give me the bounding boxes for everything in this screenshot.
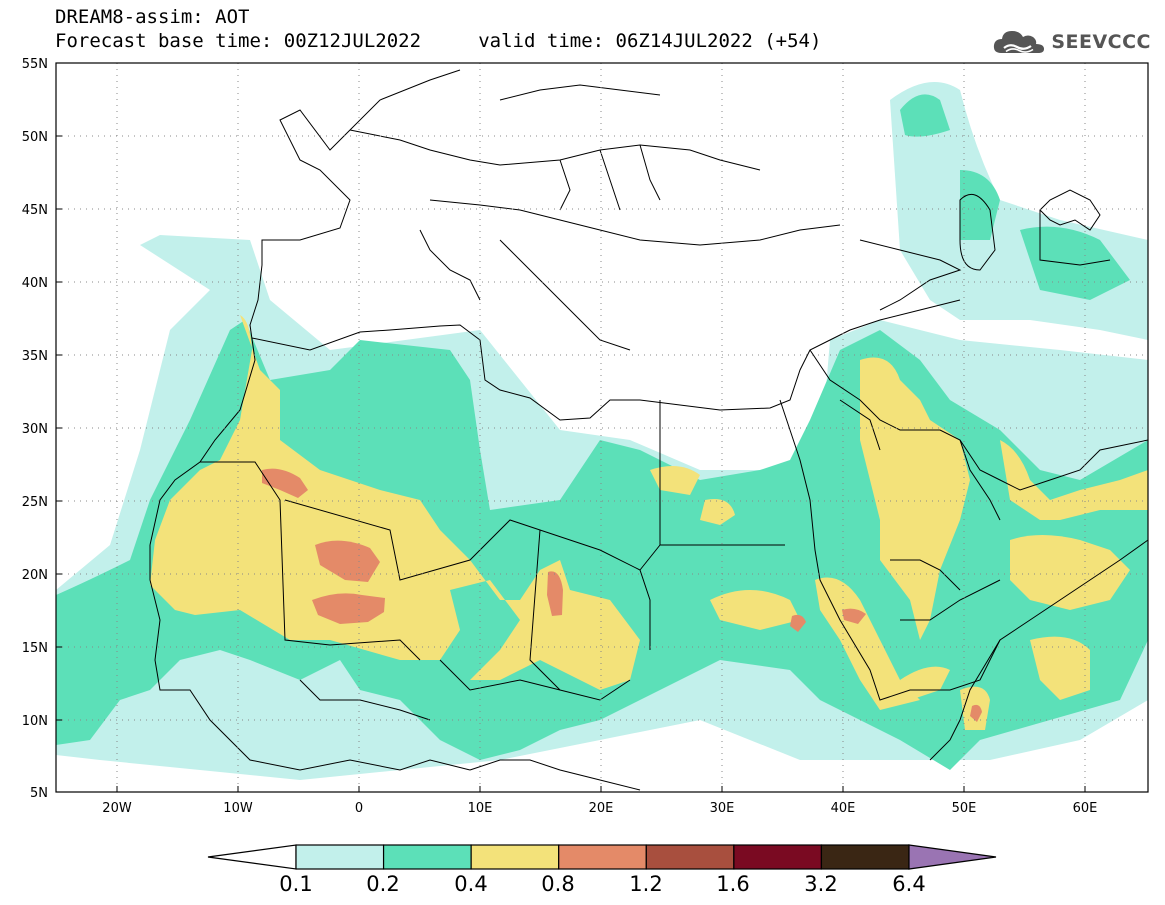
lon-label: 60E — [1073, 801, 1098, 816]
lat-label: 25N — [22, 495, 48, 510]
longitude-labels: 20W 10W 0 10E 20E 30E 40E 50E 60E — [102, 801, 1097, 816]
aot-level-0-4 — [150, 315, 1148, 730]
colorbar-box — [470, 844, 560, 870]
lon-label: 20W — [102, 801, 132, 816]
colorbar-box — [733, 844, 823, 870]
lat-label: 50N — [22, 130, 48, 145]
colorbar-box — [295, 844, 385, 870]
colorbar-label: 0.4 — [454, 872, 487, 896]
colorbar-label: 6.4 — [892, 872, 925, 896]
logo-text: SEEVCCC — [1051, 31, 1151, 53]
colorbar-box — [645, 844, 735, 870]
axis-ticks — [56, 62, 1086, 793]
lon-label: 50E — [952, 801, 977, 816]
lat-label: 20N — [22, 568, 48, 583]
lon-label: 0 — [355, 801, 363, 816]
lat-label: 30N — [22, 422, 48, 437]
map-title: DREAM8-assim: AOT — [55, 6, 250, 28]
coastlines-borders — [149, 69, 1148, 791]
colorbar-boxes — [295, 844, 910, 870]
colorbar: 0.1 0.2 0.4 0.8 1.2 1.6 3.2 6.4 — [207, 844, 997, 896]
colorbar-label: 0.1 — [279, 872, 312, 896]
lat-label: 45N — [22, 203, 48, 218]
lat-label: 35N — [22, 349, 48, 364]
lat-label: 5N — [30, 786, 48, 801]
lon-label: 10W — [223, 801, 253, 816]
colorbar-box — [382, 844, 472, 870]
latitude-labels: 5N 10N 15N 20N 25N 30N 35N 40N 45N 50N 5… — [22, 57, 48, 801]
aot-fields — [56, 82, 1148, 780]
lat-label: 15N — [22, 641, 48, 656]
colorbar-labels: 0.1 0.2 0.4 0.8 1.2 1.6 3.2 6.4 — [279, 872, 925, 896]
colorbar-label: 1.2 — [629, 872, 662, 896]
lon-label: 10E — [468, 801, 493, 816]
aot-level-0-8 — [262, 468, 982, 722]
colorbar-box — [558, 844, 647, 870]
lat-label: 55N — [22, 57, 48, 72]
colorbar-label: 1.6 — [716, 872, 749, 896]
colorbar-box — [820, 844, 910, 870]
lon-label: 30E — [710, 801, 735, 816]
colorbar-over-arrow — [908, 844, 997, 870]
colorbar-label: 0.2 — [366, 872, 399, 896]
seevccc-logo: SEEVCCC — [991, 26, 1151, 58]
forecast-time-line: Forecast base time: 00Z12JUL2022 valid t… — [55, 30, 822, 52]
lon-label: 40E — [831, 801, 856, 816]
cloud-logo-icon — [994, 31, 1045, 53]
colorbar-label: 3.2 — [804, 872, 837, 896]
lat-label: 40N — [22, 276, 48, 291]
lat-label: 10N — [22, 714, 48, 729]
colorbar-label: 0.8 — [541, 872, 574, 896]
lon-label: 20E — [589, 801, 614, 816]
graticule — [56, 63, 1148, 792]
colorbar-under-arrow — [207, 844, 297, 870]
